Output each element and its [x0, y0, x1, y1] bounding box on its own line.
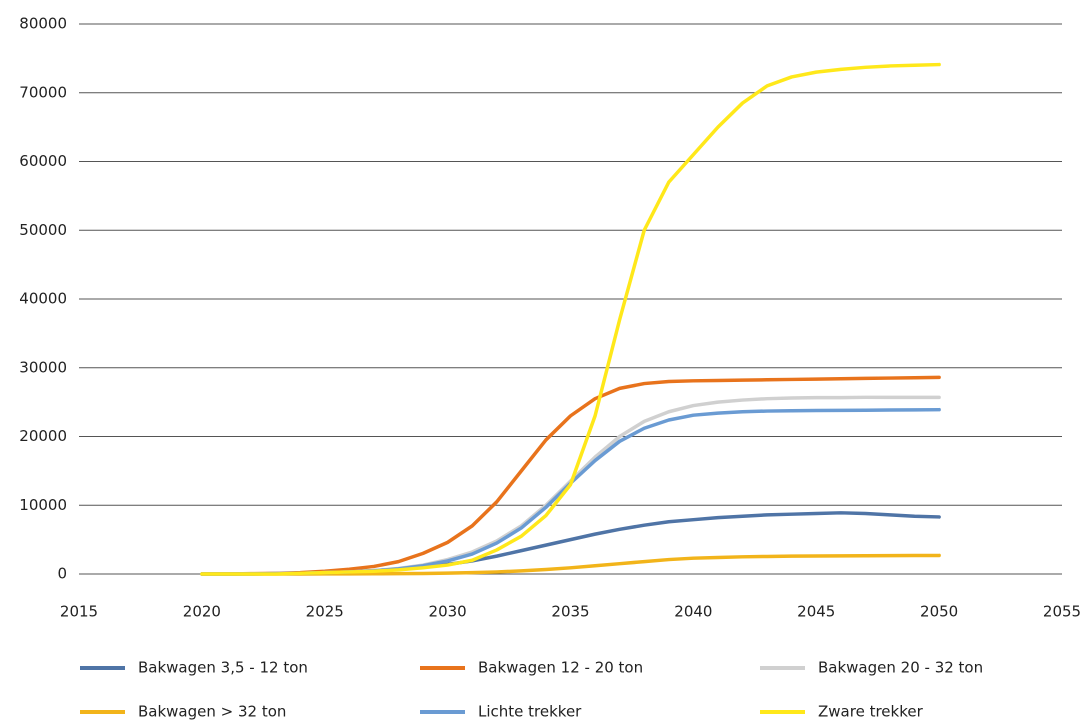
- legend-label: Bakwagen > 32 ton: [138, 703, 286, 721]
- y-tick-label: 50000: [19, 221, 67, 239]
- legend-label: Bakwagen 20 - 32 ton: [818, 659, 983, 677]
- legend-label: Lichte trekker: [478, 703, 582, 721]
- y-tick-label: 10000: [19, 496, 67, 514]
- y-tick-label: 80000: [19, 15, 67, 33]
- legend-label: Bakwagen 3,5 - 12 ton: [138, 659, 308, 677]
- y-tick-label: 60000: [19, 152, 67, 170]
- series-line: [200, 62, 941, 576]
- x-tick-label: 2055: [1043, 603, 1081, 621]
- x-tick-label: 2050: [920, 603, 958, 621]
- y-tick-label: 30000: [19, 358, 67, 376]
- x-tick-label: 2030: [429, 603, 467, 621]
- series-line: [200, 375, 941, 576]
- y-tick-label: 40000: [19, 290, 67, 308]
- legend-label: Zware trekker: [818, 703, 924, 721]
- series-line: [200, 511, 941, 576]
- x-tick-label: 2035: [551, 603, 589, 621]
- x-tick-label: 2025: [306, 603, 344, 621]
- x-tick-label: 2015: [60, 603, 98, 621]
- x-tick-label: 2040: [674, 603, 712, 621]
- legend-label: Bakwagen 12 - 20 ton: [478, 659, 643, 677]
- x-tick-label: 2020: [183, 603, 221, 621]
- y-tick-label: 0: [57, 565, 67, 583]
- series-line: [200, 407, 941, 576]
- y-tick-label: 70000: [19, 83, 67, 101]
- y-tick-label: 20000: [19, 427, 67, 445]
- x-tick-label: 2045: [797, 603, 835, 621]
